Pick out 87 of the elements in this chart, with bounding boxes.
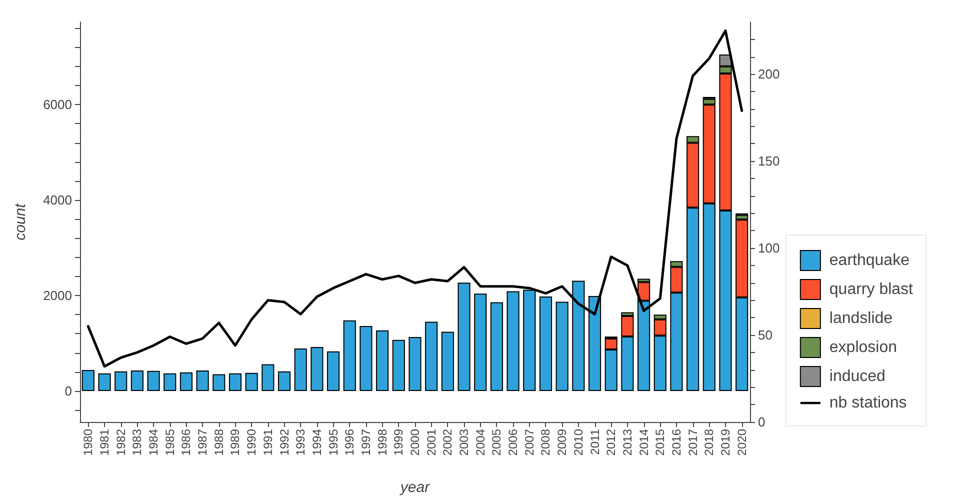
x-tick-label: 1991 — [260, 428, 275, 456]
bar — [425, 322, 438, 391]
x-tick-label: 2009 — [555, 428, 570, 456]
legend-label: quarry blast — [829, 281, 914, 298]
x-tick-label: 2013 — [620, 428, 634, 456]
x-tick-label: 2004 — [473, 428, 488, 456]
bar — [147, 370, 160, 391]
x-tick-label: 2011 — [588, 428, 602, 455]
bar — [262, 364, 274, 391]
x-tick-label: 2015 — [653, 428, 668, 456]
bar — [98, 373, 111, 391]
legend-label: earthquake — [829, 252, 910, 269]
x-tick-label: 2005 — [490, 428, 504, 456]
y2-tick-label: 0 — [758, 414, 766, 430]
bar — [441, 332, 454, 391]
x-tick-label: 2018 — [702, 428, 716, 456]
x-tick-label: 1993 — [294, 428, 308, 456]
x-tick-label: 2019 — [718, 428, 732, 456]
bar — [310, 347, 324, 391]
x-tick-label: 2000 — [408, 428, 422, 456]
x-tick-label: 1996 — [342, 428, 357, 456]
bar — [228, 373, 242, 391]
bar — [490, 302, 503, 391]
x-tick-label: 1982 — [114, 428, 128, 456]
bar — [556, 302, 568, 391]
bar — [392, 340, 405, 391]
bar — [114, 371, 128, 391]
x-tick-label: 2014 — [636, 428, 651, 456]
x-tick-label: 1986 — [179, 428, 194, 456]
x-tick-label: 2003 — [457, 428, 472, 456]
bar — [539, 296, 552, 391]
y2-tick-label: 100 — [758, 240, 780, 256]
x-tick-label: 1990 — [244, 428, 259, 456]
x-tick-label: 2020 — [734, 428, 749, 456]
x-tick-label: 1992 — [277, 428, 292, 456]
x-tick-label: 1985 — [162, 428, 177, 456]
x-tick-label: 1987 — [196, 428, 210, 456]
x-tick-label: 2010 — [571, 428, 586, 456]
bar — [408, 337, 422, 391]
y-axis-title: count — [12, 202, 29, 240]
x-tick-label: 1988 — [212, 428, 226, 456]
bar — [245, 372, 258, 391]
x-tick-label: 1999 — [392, 428, 406, 456]
y2-tick-label: 150 — [758, 154, 780, 169]
x-tick-label: 2008 — [538, 428, 553, 456]
x-tick-label: 2007 — [522, 428, 536, 456]
x-tick-label: 2001 — [424, 428, 438, 456]
legend-label: landslide — [829, 310, 893, 327]
x-tick-label: 2012 — [604, 428, 618, 456]
bar — [196, 370, 209, 391]
bar — [506, 291, 520, 391]
bar — [474, 294, 487, 391]
y2-tick-label: 200 — [758, 66, 780, 82]
bar — [82, 370, 94, 391]
y-tick-label: 6000 — [43, 97, 72, 112]
legend-label: explosion — [829, 339, 898, 356]
y-tick-label: 2000 — [43, 288, 72, 304]
x-tick-label: 1980 — [81, 428, 96, 456]
y2-tick-label: 50 — [758, 328, 772, 343]
bar — [343, 320, 356, 391]
bar — [360, 326, 372, 391]
x-tick-label: 1998 — [375, 428, 390, 456]
y-tick-label: 4000 — [43, 192, 72, 208]
x-tick-label: 1994 — [310, 428, 324, 456]
bar — [458, 282, 470, 391]
bar — [376, 330, 389, 391]
bar — [164, 373, 176, 391]
x-tick-label: 2016 — [669, 428, 684, 456]
bar — [212, 374, 226, 391]
legend-label: induced — [829, 368, 886, 385]
bar — [130, 370, 144, 391]
x-tick-label: 1989 — [228, 428, 242, 456]
x-tick-label: 1995 — [326, 428, 340, 456]
x-tick-label: 2006 — [506, 428, 520, 456]
bar — [180, 372, 193, 391]
x-tick-label: 1981 — [98, 428, 112, 456]
x-tick-label: 2017 — [686, 428, 700, 456]
legend-label: nb stations — [829, 394, 907, 412]
x-tick-label: 2002 — [440, 428, 455, 456]
x-tick-label: 1997 — [358, 428, 373, 456]
bar — [278, 371, 291, 391]
bar — [327, 351, 340, 391]
bar — [294, 348, 307, 391]
x-tick-label: 1983 — [130, 428, 144, 456]
x-tick-label: 1984 — [146, 428, 161, 456]
y-tick-label: 0 — [64, 383, 72, 398]
x-axis-title: year — [399, 479, 431, 496]
